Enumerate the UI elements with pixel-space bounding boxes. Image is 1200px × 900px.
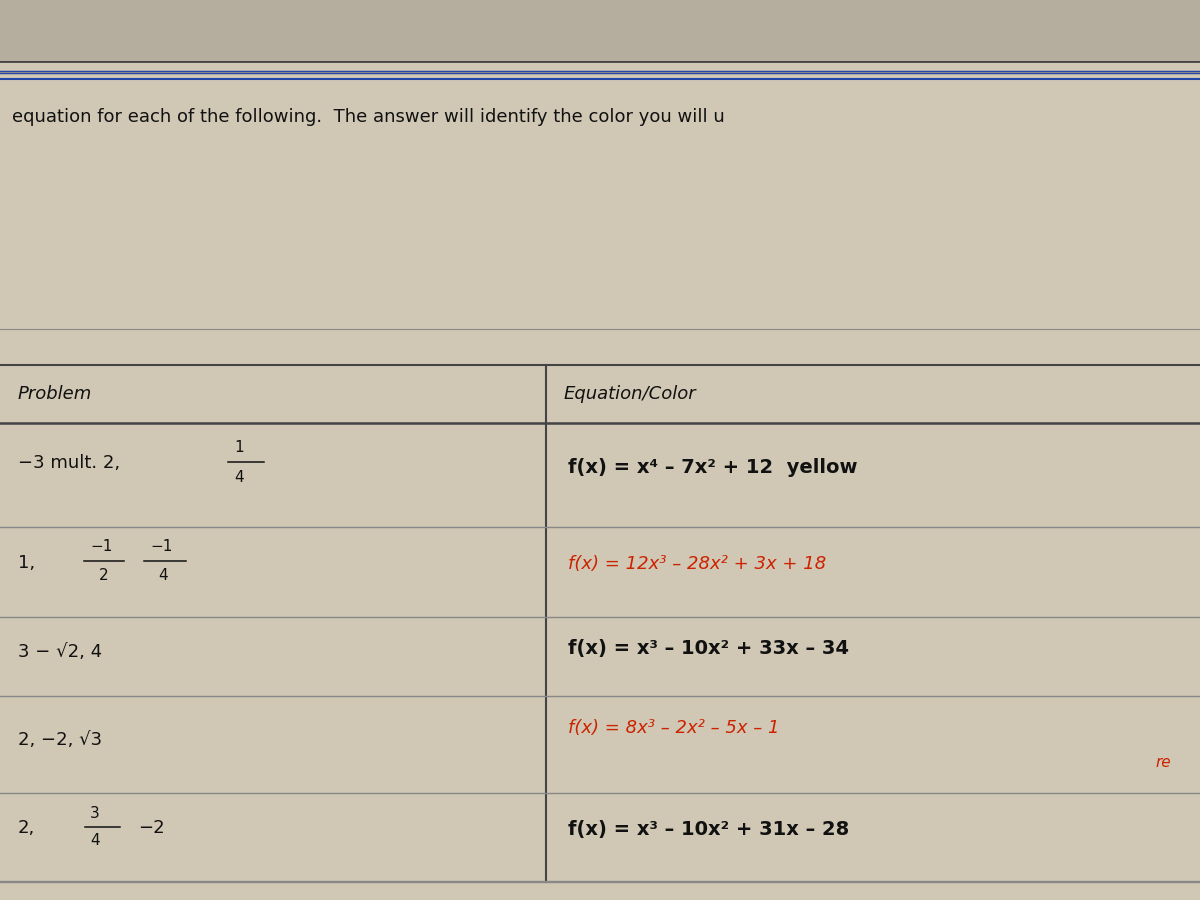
- Text: f(x) = 8x³ – 2x² – 5x – 1: f(x) = 8x³ – 2x² – 5x – 1: [568, 719, 779, 737]
- Text: f(x) = x⁴ – 7x² + 12  yellow: f(x) = x⁴ – 7x² + 12 yellow: [568, 458, 857, 477]
- FancyBboxPatch shape: [0, 0, 1200, 61]
- Text: −1: −1: [90, 539, 113, 554]
- Text: −3 mult. 2,: −3 mult. 2,: [18, 454, 120, 472]
- Text: 4: 4: [158, 569, 168, 583]
- Text: −1: −1: [150, 539, 173, 554]
- Text: 3: 3: [90, 806, 100, 821]
- Text: 4: 4: [90, 833, 100, 848]
- Text: ✓  ▾   ▣   Sign ▾: ✓ ▾ ▣ Sign ▾: [36, 22, 166, 40]
- Text: re: re: [1156, 755, 1171, 770]
- Text: Equation/Color: Equation/Color: [564, 385, 697, 403]
- Text: f(x) = x³ – 10x² + 33x – 34: f(x) = x³ – 10x² + 33x – 34: [568, 639, 848, 659]
- Text: −2: −2: [138, 819, 164, 837]
- Text: 2: 2: [98, 569, 108, 583]
- Text: 1,: 1,: [18, 554, 35, 572]
- Text: 3 − √2, 4: 3 − √2, 4: [18, 643, 102, 661]
- Text: equation for each of the following.  The answer will identify the color you will: equation for each of the following. The …: [12, 108, 725, 126]
- Text: 2, −2, √3: 2, −2, √3: [18, 731, 102, 749]
- Text: Problem: Problem: [18, 385, 92, 403]
- Text: f(x) = x³ – 10x² + 31x – 28: f(x) = x³ – 10x² + 31x – 28: [568, 820, 848, 840]
- Text: 2,: 2,: [18, 819, 35, 837]
- Text: f(x) = 12x³ – 28x² + 3x + 18: f(x) = 12x³ – 28x² + 3x + 18: [568, 555, 826, 573]
- Text: 1: 1: [234, 440, 244, 455]
- Text: 4: 4: [234, 470, 244, 485]
